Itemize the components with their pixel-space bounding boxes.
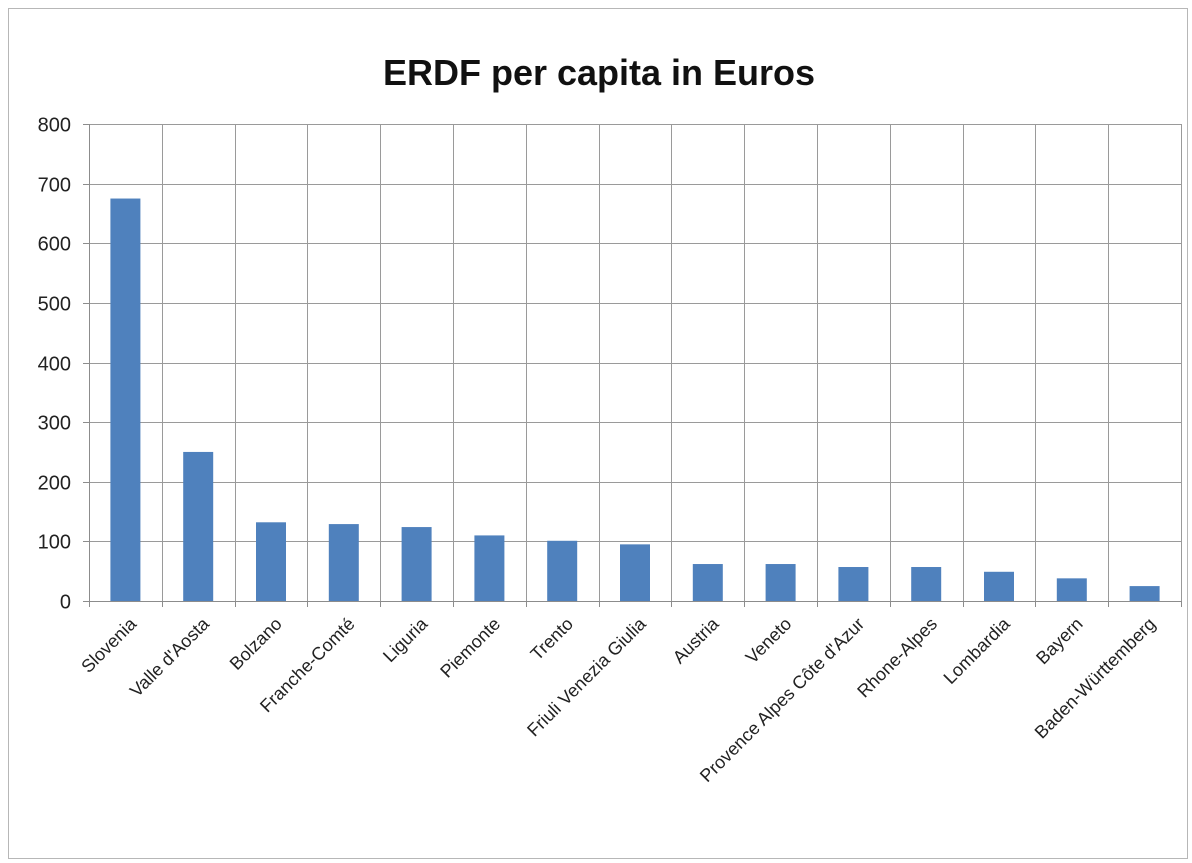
x-category-label: Veneto: [742, 614, 796, 668]
chart-frame: ERDF per capita in Euros 0 100 200 300 400 50…: [8, 8, 1188, 859]
bar: [256, 522, 286, 601]
bar: [1056, 578, 1087, 601]
bar: [474, 535, 505, 601]
bar: [911, 567, 942, 601]
bar: [401, 527, 432, 601]
gridlines: [89, 124, 1182, 601]
y-tick-label: 500: [38, 294, 71, 316]
x-category-label: Valle d'Aosta: [126, 613, 214, 701]
y-tick-label: 700: [38, 175, 71, 197]
y-tick-label: 600: [38, 234, 71, 256]
x-category-label: Slovenia: [77, 613, 141, 677]
y-axis-tick-labels: 0 100 200 300 400 500 600 700 800: [38, 115, 71, 614]
y-tick-label: 300: [38, 413, 71, 435]
x-category-label: Bolzano: [226, 614, 286, 674]
chart-title: ERDF per capita in Euros: [383, 52, 815, 93]
x-category-label: Trento: [527, 614, 577, 664]
x-category-label: Baden-Württemberg: [1031, 614, 1160, 743]
bar: [692, 564, 723, 601]
x-category-label: Piemonte: [436, 614, 504, 682]
x-category-label: Austria: [669, 613, 723, 667]
axes: [83, 124, 1182, 607]
bar: [838, 567, 869, 601]
x-category-label: Friuli Venezia Giulia: [523, 613, 650, 740]
x-category-label: Bayern: [1032, 614, 1086, 668]
y-tick-label: 100: [38, 532, 71, 554]
bar: [110, 198, 141, 601]
bar-chart: ERDF per capita in Euros 0 100 200 300 400 50…: [38, 52, 1182, 786]
bar: [765, 564, 796, 601]
bar: [328, 524, 359, 601]
y-tick-label: 800: [38, 115, 71, 137]
bar: [547, 540, 578, 601]
bar: [984, 571, 1014, 601]
y-tick-label: 0: [60, 592, 71, 614]
bar: [183, 451, 214, 601]
y-tick-label: 200: [38, 473, 71, 495]
x-category-label: Lombardia: [940, 613, 1015, 688]
bars: [110, 198, 1160, 601]
bar: [1129, 586, 1160, 601]
bar: [620, 544, 650, 601]
x-category-label: Liguria: [379, 613, 432, 666]
y-tick-label: 400: [38, 354, 71, 376]
